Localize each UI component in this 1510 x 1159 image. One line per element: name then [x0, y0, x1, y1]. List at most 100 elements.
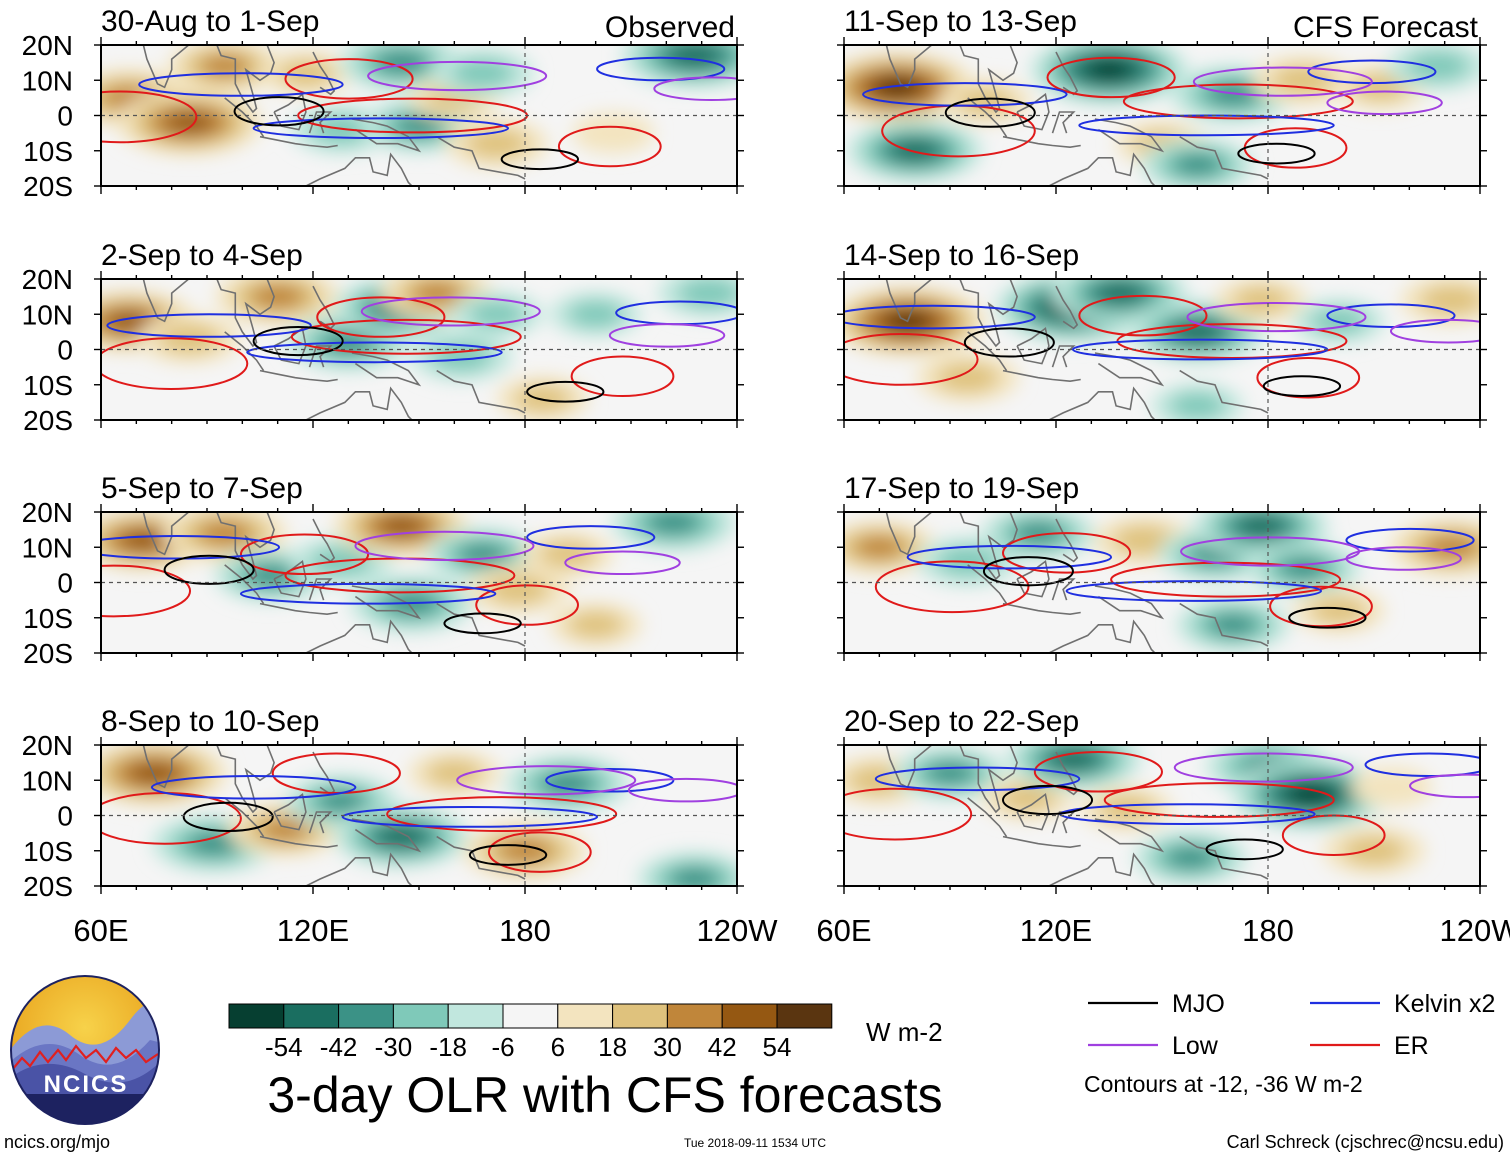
colorbar-swatch: [283, 1003, 340, 1029]
contour-kelvin-x2: [1326, 303, 1456, 328]
contour-kelvin-x2: [101, 534, 281, 560]
olr-anomaly: [187, 831, 241, 856]
contour-mjo: [233, 96, 325, 127]
coastlines: [142, 261, 526, 420]
panel-title: 5-Sep to 7-Sep: [101, 472, 303, 505]
olr-anomaly: [1013, 521, 1063, 545]
legend-label: Low: [1172, 1032, 1219, 1060]
contour-low: [1326, 90, 1443, 116]
panel: 20N 10N 0 10S 20S 8-Sep to 10-Sep: [22, 705, 744, 902]
panels-group: 20N 10N 0 10S 20S 30-Aug to 1-Sep Observed 20N 1…: [22, 5, 1487, 902]
olr-anomaly: [936, 363, 999, 393]
contour-low: [653, 76, 737, 101]
olr-anomaly: [1278, 557, 1328, 580]
olr-anomaly: [1288, 784, 1332, 804]
olr-field: [101, 45, 737, 169]
olr-anomaly: [572, 112, 655, 154]
olr-anomaly: [567, 611, 624, 639]
coast-borneo: [1016, 560, 1050, 598]
coast-borneo: [1016, 92, 1050, 131]
coast-taiwan: [306, 261, 317, 268]
contour-kelvin-x2: [874, 766, 1081, 792]
coast-islands: [436, 136, 526, 180]
coast-java: [259, 135, 338, 149]
contour-kelvin-x2: [862, 82, 1068, 107]
olr-anomaly: [164, 111, 214, 134]
y-tick-label: 10N: [22, 65, 73, 96]
y-tick-label: 10N: [22, 765, 73, 796]
wave-contours: [874, 527, 1475, 629]
coast-australia: [304, 386, 414, 420]
coast-islands: [1179, 835, 1269, 880]
olr-anomaly: [129, 762, 179, 785]
contour-low: [627, 777, 737, 803]
panel-title: 11-Sep to 13-Sep: [844, 5, 1077, 38]
olr-anomaly: [670, 45, 719, 67]
contour-er: [239, 533, 370, 576]
contour-er: [1269, 585, 1373, 628]
colorbar-tick-label: 54: [763, 1032, 792, 1062]
olr-anomaly: [925, 761, 975, 785]
coast-islands: [436, 369, 526, 414]
coast-sumatra: [967, 564, 1008, 605]
y-tick-label: 20S: [23, 405, 73, 436]
contour-er: [1256, 356, 1361, 399]
contour-mjo: [944, 97, 1036, 128]
contour-kelvin-x2: [1345, 527, 1475, 553]
coast-islands: [1179, 369, 1269, 414]
y-tick-label: 20S: [23, 171, 73, 202]
contour-er: [1033, 751, 1164, 793]
olr-anomaly: [1087, 60, 1131, 80]
y-tick-label: 10N: [22, 299, 73, 330]
contour-kelvin-x2: [526, 525, 656, 550]
coast-sumatra: [224, 331, 265, 372]
coast-indochina: [216, 512, 275, 581]
contour-kelvin-x2: [252, 117, 510, 140]
coast-australia: [304, 152, 414, 186]
wave-contours: [101, 752, 737, 873]
contour-er: [101, 564, 192, 618]
olr-anomaly: [1272, 65, 1335, 95]
legend-label: MJO: [1172, 990, 1225, 1018]
contour-er: [1046, 56, 1176, 99]
x-tick-label: 120W: [1440, 913, 1510, 948]
wave-contours: [101, 525, 681, 635]
olr-anomaly: [1165, 846, 1215, 870]
contour-er: [284, 58, 414, 100]
y-tick-label: 0: [57, 101, 73, 132]
coast-australia: [1047, 386, 1157, 420]
contour-kelvin-x2: [906, 544, 1113, 570]
coast-sumatra: [967, 331, 1008, 372]
coast-borneo: [1016, 327, 1050, 365]
contour-mjo: [1237, 142, 1316, 165]
coast-new-guinea: [351, 118, 422, 153]
panel: 20N 10N 0 10S 20S 2-Sep to 4-Sep: [22, 239, 744, 436]
site-link[interactable]: ncics.org/mjo: [4, 1132, 111, 1152]
colorbar-tick-label: -30: [375, 1032, 413, 1062]
y-tick-label: 10S: [23, 603, 73, 634]
olr-anomaly: [106, 311, 152, 332]
coast-philippines: [1055, 518, 1079, 563]
contour-mjo: [163, 554, 255, 585]
coast-java: [1002, 602, 1081, 616]
contour-mjo: [963, 327, 1055, 358]
y-tick-label: 10S: [23, 836, 73, 867]
contour-kelvin-x2: [150, 775, 357, 800]
olr-anomaly: [1350, 767, 1433, 808]
coast-java: [259, 602, 338, 616]
olr-anomaly: [200, 54, 250, 78]
olr-anomaly: [1310, 597, 1367, 625]
contour-er: [386, 796, 618, 833]
coast-sulawesi: [1051, 345, 1076, 368]
coast-borneo: [273, 793, 307, 831]
y-tick-label: 10S: [23, 136, 73, 167]
contour-er: [844, 332, 979, 386]
contour-low: [564, 550, 681, 576]
contour-kelvin-x2: [341, 806, 599, 828]
olr-anomaly: [1353, 73, 1409, 101]
panel: 14-Sep to 16-Sep: [837, 239, 1487, 428]
x-axis-labels: 60E 120E 180 120W 60E 120E 180 120W: [73, 913, 1510, 948]
colorbar-swatch: [338, 1003, 394, 1029]
coast-india: [885, 279, 933, 323]
